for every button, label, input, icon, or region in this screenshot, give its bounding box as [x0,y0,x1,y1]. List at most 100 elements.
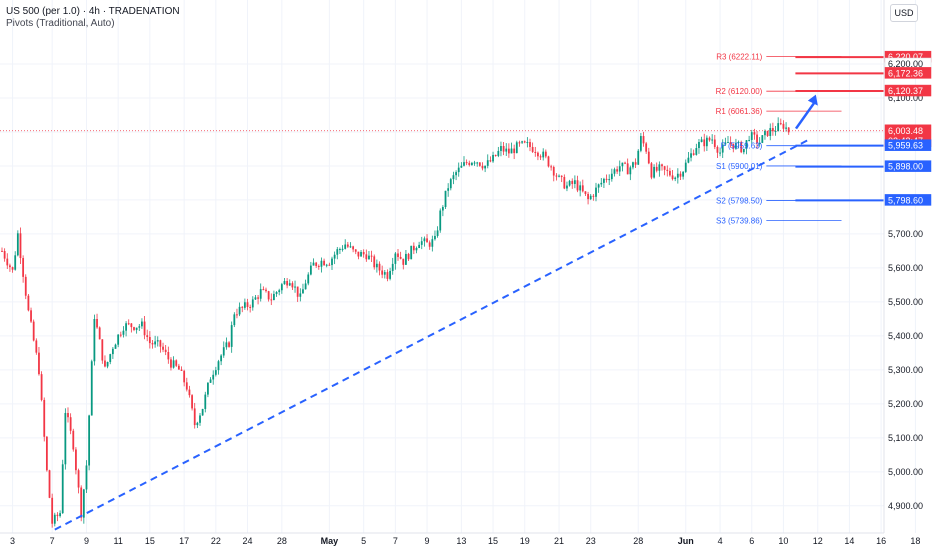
candle-body [595,187,597,197]
candle-body [785,127,787,129]
candle-body [236,314,238,316]
candle-body [72,430,75,450]
candle-body [357,251,360,257]
candle-body [539,156,542,158]
time-tick: 17 [179,536,189,546]
candle-body [286,280,289,286]
candle-body [531,146,534,152]
price-tick: 5,000.00 [888,467,923,477]
candle-body [360,252,362,257]
candle-body [175,360,178,366]
candle-body [302,289,304,294]
candle-body [278,290,281,293]
candle-body [555,175,558,177]
candle-body [135,327,138,330]
candle-body [447,188,450,191]
time-tick: 15 [145,536,155,546]
candle-body [737,141,740,143]
candle-body [249,306,252,308]
candle-body [444,190,447,208]
time-tick: 22 [211,536,221,546]
candle-body [645,143,648,152]
candle-body [787,127,790,133]
time-tick: 14 [844,536,854,546]
candle-body [735,142,737,149]
candle-body [117,334,120,345]
candle-body [38,352,40,375]
candle-body [608,179,611,181]
candle-body [571,180,574,184]
candle-body [273,293,275,301]
candle-body [703,139,706,147]
candle-body [138,326,141,328]
candle-body [679,173,682,177]
price-tick: 5,200.00 [888,399,923,409]
time-tick: 21 [554,536,564,546]
indicator-label[interactable]: Pivots (Traditional, Auto) [6,18,115,29]
candle-body [711,139,714,141]
candle-body [111,348,114,355]
candle-body [296,286,299,297]
candle-body [225,342,228,348]
candle-body [156,340,159,342]
candle-body [164,349,167,353]
candle-body [323,260,325,266]
candle-body [510,148,513,154]
candle-body [77,470,80,488]
candle-body [177,365,180,370]
candle-body [758,142,761,144]
candle-body [441,207,444,211]
candle-body [3,251,6,259]
candle-body [257,297,259,299]
candle-body [719,152,721,154]
candle-body [478,162,481,166]
candle-body [581,185,584,192]
candle-body [486,160,489,166]
currency-button[interactable]: USD [890,4,918,22]
time-tick: 18 [910,536,920,546]
time-tick: 16 [876,536,886,546]
price-label: 5,898.00 [888,162,923,172]
candle-body [254,297,257,300]
candle-body [304,283,307,290]
candle-body [362,252,365,255]
candle-body [566,185,568,189]
candle-body [11,267,14,270]
candle-body [299,293,302,297]
candle-body [185,382,188,390]
candle-body [251,299,254,308]
price-tick: 5,400.00 [888,331,923,341]
symbol-title[interactable]: US 500 (per 1.0) · 4h · TRADENATION [6,6,180,17]
candle-body [170,359,172,368]
time-tick: 13 [456,536,466,546]
candle-body [481,165,484,169]
time-tick: 7 [393,536,398,546]
price-tick: 5,500.00 [888,297,923,307]
candle-body [40,374,43,400]
candle-body [618,166,621,172]
candle-body [682,171,685,177]
candle-body [339,249,341,251]
time-tick: 9 [425,536,430,546]
candle-body [75,449,77,471]
candle-body [621,162,624,167]
candle-body [687,157,690,163]
candle-body [320,260,323,267]
candle-body [394,253,397,264]
candle-body [288,283,291,286]
candle-body [542,151,545,158]
candle-body [732,143,735,149]
candle-body [402,258,405,265]
pivot-label-s2: S2 (5798.50) [716,196,763,205]
candle-body [399,256,402,259]
candle-body [428,242,431,247]
price-label-box [884,84,932,97]
candle-body [698,142,700,149]
candle-body [605,178,608,180]
candle-body [684,162,687,172]
candle-body [354,249,357,252]
candle-body [341,248,344,250]
candle-body [431,239,434,247]
candle-body [771,128,774,132]
